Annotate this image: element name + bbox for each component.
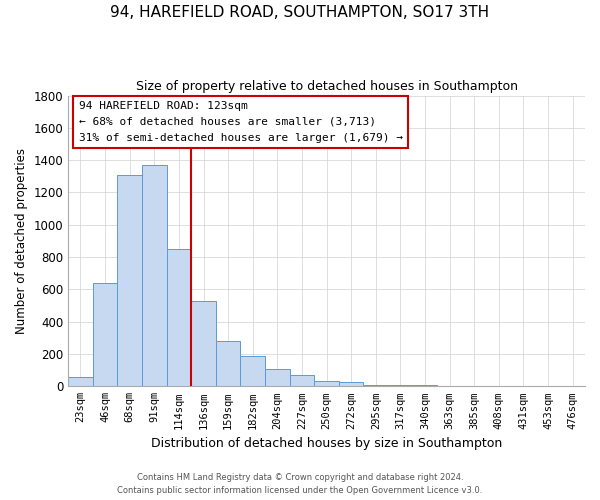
Title: Size of property relative to detached houses in Southampton: Size of property relative to detached ho… <box>136 80 518 93</box>
Text: 94, HAREFIELD ROAD, SOUTHAMPTON, SO17 3TH: 94, HAREFIELD ROAD, SOUTHAMPTON, SO17 3T… <box>110 5 490 20</box>
Bar <box>265 370 290 386</box>
Y-axis label: Number of detached properties: Number of detached properties <box>15 148 28 334</box>
Bar <box>241 356 265 386</box>
Bar <box>167 249 191 386</box>
Text: 94 HAREFIELD ROAD: 123sqm
← 68% of detached houses are smaller (3,713)
31% of se: 94 HAREFIELD ROAD: 123sqm ← 68% of detac… <box>79 102 403 142</box>
Bar <box>216 341 241 386</box>
Bar <box>388 384 413 386</box>
Bar <box>339 382 364 386</box>
Bar <box>191 300 216 386</box>
Bar <box>93 283 118 387</box>
Bar <box>364 384 388 386</box>
Bar <box>290 375 314 386</box>
Bar <box>68 378 93 386</box>
X-axis label: Distribution of detached houses by size in Southampton: Distribution of detached houses by size … <box>151 437 502 450</box>
Text: Contains HM Land Registry data © Crown copyright and database right 2024.
Contai: Contains HM Land Registry data © Crown c… <box>118 474 482 495</box>
Bar <box>118 174 142 386</box>
Bar <box>142 165 167 386</box>
Bar <box>314 380 339 386</box>
